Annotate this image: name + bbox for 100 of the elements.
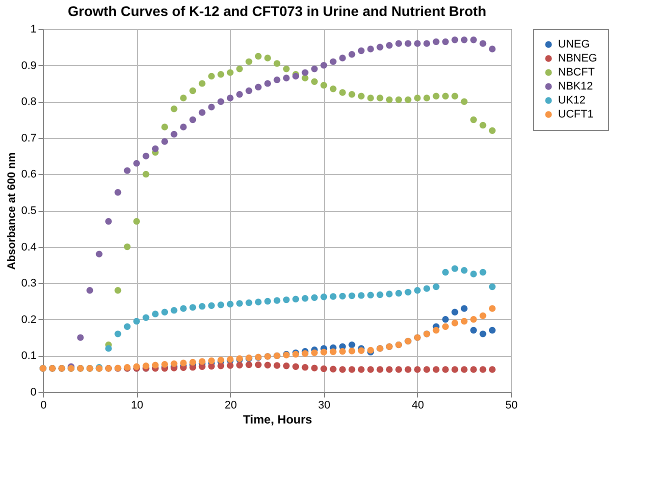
point xyxy=(404,288,412,296)
point xyxy=(386,366,393,373)
point xyxy=(376,94,384,102)
point xyxy=(358,47,365,54)
point xyxy=(451,366,458,373)
point xyxy=(358,292,365,299)
y-tick-label: 0.7 xyxy=(21,132,36,144)
point xyxy=(339,292,346,300)
point xyxy=(442,366,449,373)
point xyxy=(283,74,290,82)
point xyxy=(320,365,328,372)
point xyxy=(217,98,224,105)
y-tick-label: 0.6 xyxy=(21,168,36,181)
point xyxy=(189,116,196,124)
point xyxy=(198,358,206,365)
point xyxy=(311,78,318,85)
point xyxy=(264,362,271,368)
point xyxy=(442,38,449,46)
point xyxy=(480,312,486,320)
point xyxy=(432,92,440,100)
point xyxy=(292,296,300,302)
point xyxy=(488,326,496,334)
point xyxy=(330,348,337,356)
point xyxy=(320,294,328,300)
point xyxy=(395,96,402,104)
point xyxy=(302,364,308,371)
point xyxy=(274,362,280,369)
point xyxy=(376,44,384,50)
point xyxy=(170,130,178,138)
point xyxy=(124,167,131,174)
legend-label: UCFT1 xyxy=(558,108,594,120)
point xyxy=(114,189,122,196)
point xyxy=(488,366,496,373)
point xyxy=(339,348,346,355)
point xyxy=(330,58,337,66)
y-tick-label: 0.4 xyxy=(21,241,36,254)
point xyxy=(236,362,243,368)
point xyxy=(488,305,496,312)
point xyxy=(226,362,234,369)
x-tick-label: 0 xyxy=(40,400,47,412)
point xyxy=(480,40,486,47)
point xyxy=(330,366,337,372)
point xyxy=(339,54,346,62)
point xyxy=(264,298,271,305)
point xyxy=(480,330,486,338)
point xyxy=(488,127,496,134)
point xyxy=(414,40,421,47)
point xyxy=(470,36,477,44)
point xyxy=(367,292,374,298)
point xyxy=(189,304,196,311)
point xyxy=(311,364,318,372)
point xyxy=(432,326,440,334)
point xyxy=(348,366,356,373)
point xyxy=(395,366,402,373)
point xyxy=(348,341,356,348)
point xyxy=(480,268,486,276)
legend-label: NBCFT xyxy=(558,66,595,78)
point xyxy=(208,302,215,309)
point xyxy=(283,362,290,370)
point xyxy=(376,366,384,373)
point xyxy=(264,54,271,62)
point xyxy=(180,94,187,102)
point xyxy=(105,345,112,352)
point xyxy=(348,292,356,300)
point xyxy=(236,300,243,307)
x-tick-label: 50 xyxy=(505,400,518,412)
point xyxy=(208,357,215,364)
point xyxy=(274,76,280,84)
x-tick-label: 40 xyxy=(412,400,424,412)
point xyxy=(414,94,421,102)
point xyxy=(451,36,458,44)
point xyxy=(133,218,140,225)
point xyxy=(488,46,496,52)
y-tick-label: 0.3 xyxy=(21,278,36,290)
point xyxy=(208,72,215,80)
point xyxy=(451,92,458,100)
point xyxy=(423,40,430,47)
point xyxy=(311,349,318,356)
point xyxy=(254,298,262,306)
point xyxy=(254,84,262,90)
point xyxy=(292,363,300,370)
point xyxy=(339,366,346,373)
point xyxy=(96,250,103,258)
point xyxy=(246,87,252,94)
point xyxy=(423,94,430,102)
point xyxy=(460,267,468,274)
point xyxy=(442,323,449,330)
point xyxy=(414,287,421,294)
point xyxy=(395,40,402,47)
chart-title: Growth Curves of K-12 and CFT073 in Urine and Nutrient Broth xyxy=(68,3,486,19)
point xyxy=(442,268,449,276)
point xyxy=(246,361,252,368)
point xyxy=(142,314,150,321)
legend-label: NBK12 xyxy=(558,80,593,92)
point xyxy=(198,109,206,116)
point xyxy=(217,362,224,370)
point xyxy=(226,94,234,102)
y-tick-label: 0.1 xyxy=(21,350,36,362)
point xyxy=(114,287,122,294)
point xyxy=(124,323,131,330)
